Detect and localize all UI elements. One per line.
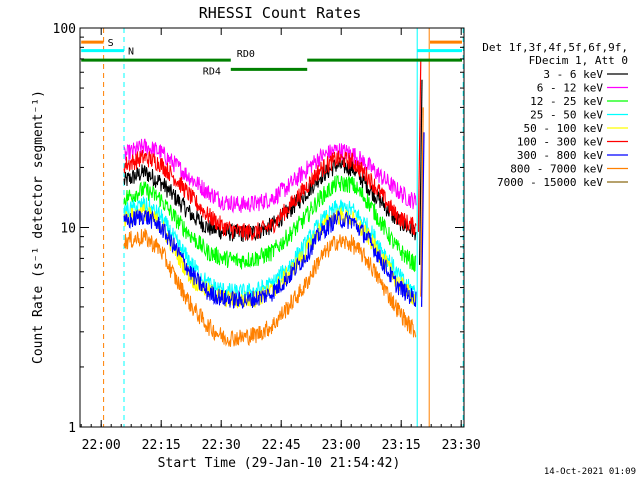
- flare-spike-2: [420, 107, 424, 297]
- x-tick-label-4: 23:00: [322, 438, 361, 453]
- segment-label-5: RD4: [203, 66, 221, 77]
- generation-timestamp: 14-Oct-2021 01:09: [544, 467, 636, 477]
- flare-spike-0: [417, 58, 422, 232]
- x-axis: 22:00 22:15 22:30 22:45 23:00 23:15 23:30: [80, 28, 481, 453]
- y-tick-label-0: 1: [68, 421, 76, 436]
- x-tick-label-2: 22:30: [202, 438, 241, 453]
- legend-entry-label-5: 100 - 300 keV: [517, 136, 603, 149]
- flare-spike-1: [419, 79, 423, 265]
- segment-label-2: N: [128, 47, 134, 58]
- series-line-7: [123, 228, 417, 347]
- series-line-2: [123, 174, 416, 273]
- flare-spike-3: [421, 132, 425, 307]
- series-line-1: [123, 138, 417, 214]
- segment-label-0: S: [108, 38, 114, 49]
- series-line-6: [123, 209, 417, 309]
- chart-title: RHESSI Count Rates: [199, 4, 362, 22]
- legend-entry-label-3: 25 - 50 keV: [530, 109, 603, 122]
- x-tick-label-3: 22:45: [262, 438, 301, 453]
- legend-entry-label-7: 800 - 7000 keV: [510, 163, 603, 176]
- x-tick-label-5: 23:15: [382, 438, 421, 453]
- x-tick-label-1: 22:15: [142, 438, 181, 453]
- legend-entry-label-1: 6 - 12 keV: [537, 82, 604, 95]
- y-axis-label: Count Rate (s⁻¹ detector segment⁻¹): [31, 90, 46, 364]
- segment-label-4: RD0: [237, 49, 255, 60]
- series-line-5: [123, 149, 417, 241]
- legend-entry-label-8: 7000 - 15000 keV: [497, 176, 603, 189]
- y-tick-label-1: 10: [60, 222, 76, 237]
- plot-area: [103, 28, 464, 427]
- legend-header-detectors: Det 1f,3f,4f,5f,6f,9f,: [482, 41, 628, 54]
- legend-header-decimation: FDecim 1, Att 0: [529, 54, 628, 67]
- legend-entry-label-6: 300 - 800 keV: [517, 149, 603, 162]
- y-tick-label-2: 100: [53, 22, 76, 37]
- x-tick-label-6: 23:30: [442, 438, 481, 453]
- segment-overlays: S N RD0 RD4: [81, 38, 462, 77]
- legend: Det 1f,3f,4f,5f,6f,9f, FDecim 1, Att 0 3…: [482, 41, 628, 189]
- x-axis-label: Start Time (29-Jan-10 21:54:42): [158, 456, 401, 471]
- series-line-3: [123, 196, 417, 302]
- legend-entry-label-4: 50 - 100 keV: [524, 122, 604, 135]
- legend-entry-label-2: 12 - 25 keV: [530, 95, 603, 108]
- legend-entry-label-0: 3 - 6 keV: [543, 68, 603, 81]
- x-tick-label-0: 22:00: [82, 438, 121, 453]
- y-axis: 1 10 100: [53, 22, 464, 436]
